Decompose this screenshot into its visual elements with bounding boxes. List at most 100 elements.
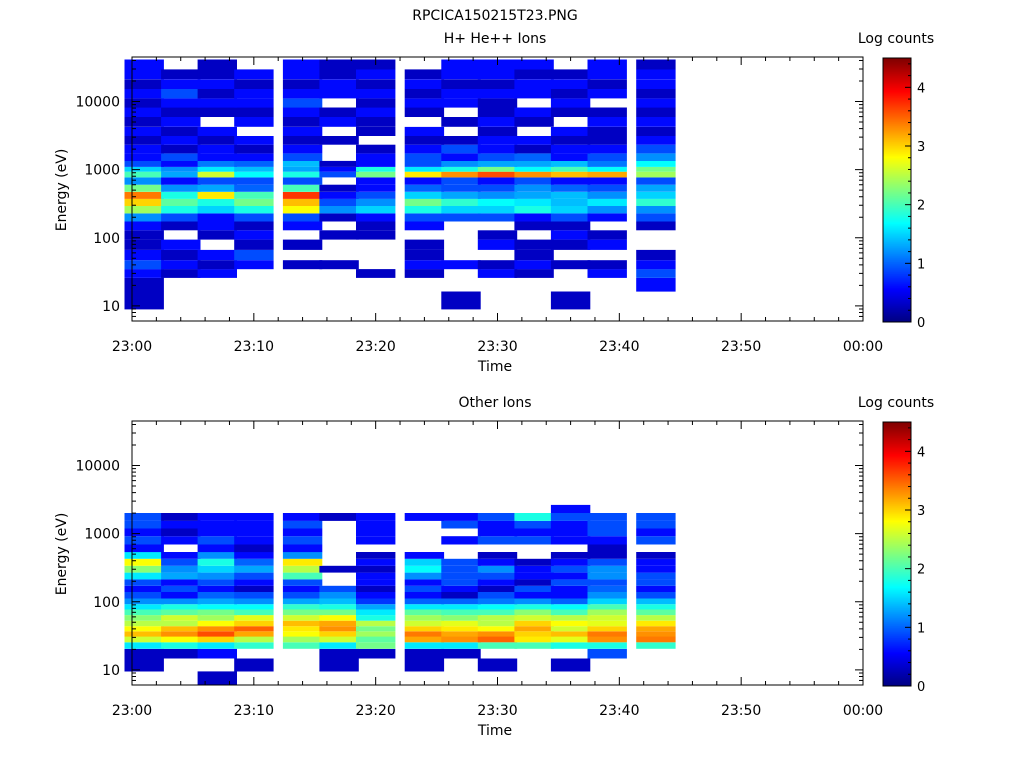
heatmap-cell [441, 184, 481, 192]
colorbar-segment [883, 80, 911, 83]
heatmap-cell [587, 79, 627, 89]
heatmap-cell [587, 572, 627, 580]
heatmap-cell [404, 552, 445, 559]
colorbar-segment [883, 272, 911, 275]
heatmap-cell [197, 191, 237, 199]
colorbar-segment [883, 606, 911, 609]
heatmap-cell [514, 160, 554, 167]
heatmap-cells [124, 59, 676, 310]
heatmap-cell [441, 620, 481, 627]
heatmap-cell [234, 579, 274, 586]
colorbar-segment [883, 180, 911, 183]
heatmap-cell [550, 585, 591, 592]
heatmap-cell [550, 191, 591, 199]
colorbar-segment [883, 72, 911, 75]
heatmap-cell [514, 536, 554, 545]
heatmap-cell [282, 626, 323, 632]
heatmap-cell [319, 585, 359, 592]
colorbar-segment [883, 254, 911, 257]
heatmap-cell [441, 79, 481, 89]
heatmap-cell [197, 558, 237, 566]
colorbar-segment [883, 88, 911, 91]
colorbar-segment [883, 296, 911, 299]
heatmap-cell [514, 513, 554, 521]
heatmap-cell [282, 604, 323, 610]
heatmap-cell [550, 536, 591, 545]
heatmap-cell [550, 98, 591, 108]
colorbar-segment [883, 626, 911, 629]
heatmap-cell [477, 126, 518, 136]
heatmap-cell [234, 117, 274, 127]
x-tick-label: 23:50 [721, 339, 761, 355]
heatmap-cell [514, 520, 554, 529]
heatmap-cell [282, 615, 323, 621]
axes: 23:00 23:10 23:20 23:30 23:40 23:50 00:00 10 100… [75, 420, 883, 719]
heatmap-cell [404, 579, 445, 586]
heatmap-cell [282, 171, 323, 178]
heatmap-cell [161, 98, 201, 108]
heatmap-cell [404, 126, 445, 136]
colorbar-segment [883, 536, 911, 539]
heatmap-cell [124, 230, 164, 240]
colorbar-segment [883, 542, 911, 545]
heatmap-cell [356, 536, 396, 545]
colorbar: 0 1 2 3 4 [882, 421, 925, 695]
heatmap-cell [124, 79, 164, 89]
heatmap-cell [441, 177, 481, 185]
heatmap-cell [636, 615, 676, 621]
colorbar-segment [883, 298, 911, 301]
heatmap-cell [234, 260, 274, 270]
heatmap-cell [441, 291, 481, 310]
heatmap-cell [550, 171, 591, 178]
heatmap-cell [636, 631, 676, 637]
colorbar-segment [883, 554, 911, 557]
heatmap-cell [319, 513, 359, 521]
heatmap-cell [197, 579, 237, 586]
colorbar-segment [883, 186, 911, 189]
heatmap-cell [477, 184, 518, 192]
heatmap-cell [477, 615, 518, 621]
y-tick-label: 100 [93, 231, 120, 247]
colorbar-segment [883, 678, 911, 681]
heatmap-cell [636, 585, 676, 592]
heatmap-cell [441, 136, 481, 145]
colorbar-segment [883, 616, 911, 619]
colorbar-segment [883, 166, 911, 169]
colorbar-segment [883, 300, 911, 303]
heatmap-cell [197, 642, 237, 649]
colorbar-segment [883, 156, 911, 159]
colorbar-segment [883, 586, 911, 589]
heatmap-cell [319, 136, 359, 145]
heatmap-cell [477, 636, 518, 643]
heatmap-cell [282, 69, 323, 80]
heatmap-cell [234, 144, 274, 154]
colorbar-segment [883, 656, 911, 659]
heatmap-cell [636, 520, 676, 529]
heatmap-cell [356, 558, 396, 566]
heatmap-cell [587, 136, 627, 145]
heatmap-cell [441, 565, 481, 573]
heatmap-cell [636, 269, 676, 278]
heatmap-cell [161, 636, 201, 643]
colorbar-tick-label: 3 [917, 140, 925, 155]
heatmap-cell [587, 160, 627, 167]
heatmap-cell [161, 609, 201, 616]
colorbar-segment [883, 82, 911, 85]
heatmap-cell [404, 558, 445, 566]
heatmap-cell [161, 528, 201, 537]
heatmap-cell [282, 572, 323, 580]
colorbar-segment [883, 502, 911, 505]
heatmap-cell [404, 609, 445, 616]
heatmap-cell [514, 585, 554, 592]
heatmap-cell [404, 604, 445, 610]
colorbar-segment [883, 158, 911, 161]
colorbar-segment [883, 452, 911, 455]
heatmap-cell [587, 609, 627, 616]
heatmap-cell [282, 513, 323, 521]
heatmap-cell [319, 198, 359, 206]
heatmap-cell [404, 620, 445, 627]
heatmap-cell [441, 166, 481, 172]
heatmap-cell [514, 213, 554, 222]
heatmap-cell [636, 160, 676, 167]
